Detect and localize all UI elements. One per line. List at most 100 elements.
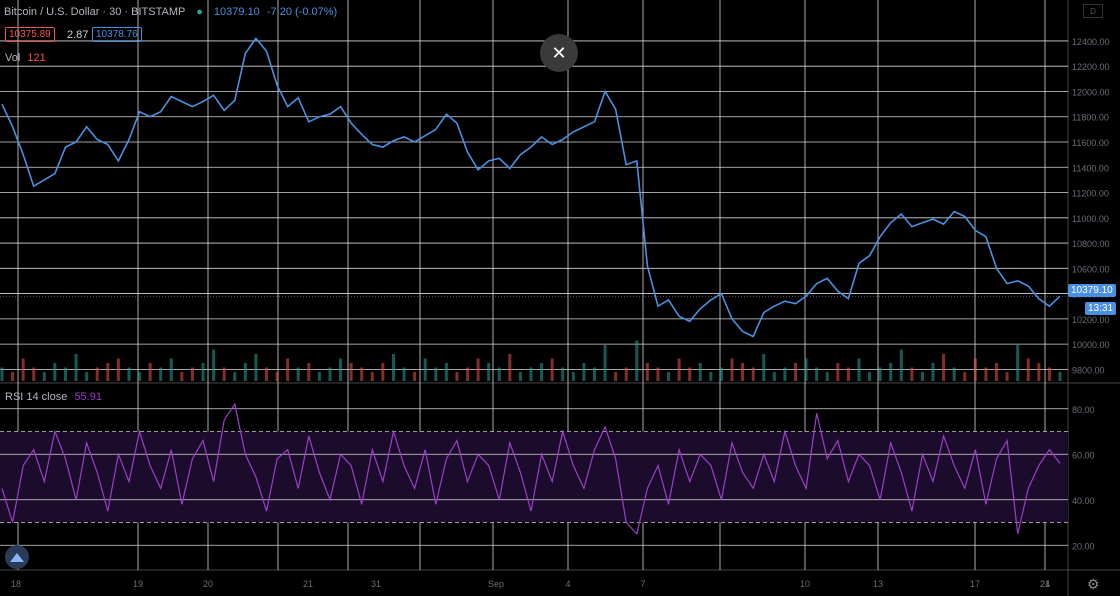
last-price: 10379.10 [213, 6, 260, 18]
price-tick-label-3: 11800.00 [1072, 113, 1109, 123]
volume-bar-24 [254, 354, 258, 381]
volume-bar-17 [180, 372, 184, 381]
ask-badge[interactable]: 10378.76 [92, 27, 142, 42]
volume-bar-73 [772, 372, 776, 381]
price-tick-label-0: 12400.00 [1072, 37, 1110, 47]
gear-icon[interactable]: ⚙ [1087, 576, 1100, 592]
volume-bar-20 [212, 349, 216, 381]
current-price-badge: 10379.10 [1068, 284, 1116, 297]
volume-bar-93 [984, 367, 988, 381]
time-tick-label-9: 13 [873, 579, 883, 589]
volume-bar-18 [190, 367, 194, 381]
volume-bar-53 [561, 367, 565, 381]
volume-bar-32 [339, 358, 343, 381]
volume-bar-83 [878, 367, 882, 381]
volume-bar-23 [243, 363, 247, 381]
volume-bar-25 [265, 367, 268, 381]
volume-bar-22 [233, 372, 237, 381]
symbol-title: Bitcoin / U.S. Dollar · 30 · BITSTAMP ● … [4, 6, 337, 18]
tradingview-logo[interactable] [5, 545, 29, 569]
time-tick-label-2: 20 [203, 579, 213, 589]
volume-bar-58 [614, 372, 618, 381]
volume-bar-48 [508, 354, 512, 381]
volume-bar-13 [138, 372, 142, 381]
volume-bar-46 [487, 363, 491, 381]
countdown-badge: 13:31 [1085, 302, 1117, 315]
price-tick-label-6: 11200.00 [1072, 189, 1109, 199]
rsi-legend: RSI 14 close 55.91 [5, 391, 102, 403]
time-tick-label-4: 31 [371, 579, 381, 589]
volume-bar-9 [95, 367, 99, 381]
volume-bar-79 [836, 363, 840, 381]
rsi-label: RSI 14 close [5, 391, 68, 403]
volume-bar-26 [275, 372, 279, 381]
price-tick-label-11: 10200.00 [1072, 315, 1110, 325]
price-tick-label-12: 10000.00 [1072, 340, 1110, 350]
rsi-tick-label-2: 40.00 [1072, 496, 1095, 506]
volume-bar-50 [529, 367, 533, 381]
volume-bar-10 [106, 363, 110, 381]
volume-bar-2 [21, 358, 25, 381]
volume-bar-69 [730, 358, 734, 381]
close-button[interactable]: ✕ [540, 34, 578, 72]
bid-badge[interactable]: 10375.89 [5, 27, 55, 42]
box-label: D [1090, 6, 1096, 16]
time-tick-label-6: 4 [565, 579, 570, 589]
volume-bar-85 [899, 349, 903, 381]
volume-bar-39 [413, 372, 417, 381]
volume-bar-33 [349, 363, 353, 381]
volume-bar-12 [127, 367, 131, 381]
price-tick-label-7: 11000.00 [1072, 214, 1109, 224]
volume-bar-49 [518, 372, 522, 381]
price-tick-label-13: 9800.00 [1072, 365, 1105, 375]
price-tick-label-5: 11400.00 [1072, 163, 1109, 173]
price-tick-label-9: 10600.00 [1072, 264, 1110, 274]
time-tick-label-8: 10 [800, 579, 810, 589]
time-tick-label-7: 7 [640, 579, 645, 589]
volume-bar-57 [603, 345, 607, 381]
time-tick-label-1: 19 [133, 579, 143, 589]
time-tick-label-12: 24 [1040, 579, 1050, 589]
volume-bar-97 [1026, 358, 1030, 381]
price-tick-label-4: 11600.00 [1072, 138, 1109, 148]
volume-bar-86 [910, 367, 914, 381]
volume-bar-19 [201, 363, 205, 381]
volume-bar-59 [624, 367, 628, 381]
volume-bar-5 [53, 363, 57, 381]
volume-bar-84 [889, 363, 893, 381]
volume-bar-8 [85, 372, 89, 381]
price-tick-label-2: 12000.00 [1072, 87, 1110, 97]
volume-bar-6 [63, 367, 67, 381]
volume-bar-100 [1058, 372, 1062, 381]
volume-bar-1 [11, 372, 15, 381]
volume-bar-75 [794, 363, 797, 381]
volume-bar-65 [688, 367, 692, 381]
volume-bar-66 [698, 363, 702, 381]
price-tick-label-8: 10800.00 [1072, 239, 1110, 249]
volume-bar-78 [825, 372, 829, 381]
volume-bar-98 [1037, 363, 1041, 381]
price-tick-label-1: 12200.00 [1072, 62, 1110, 72]
volume-bar-35 [370, 372, 374, 381]
volume-bar-82 [868, 372, 872, 381]
volume-bar-34 [360, 367, 364, 381]
volume-bar-90 [952, 367, 956, 381]
rsi-series-line [1, 402, 1061, 536]
volume-bar-45 [476, 358, 480, 381]
volume-bar-64 [677, 358, 681, 381]
volume-bar-87 [920, 372, 924, 381]
volume-bar-15 [159, 367, 163, 381]
volume-bar-72 [762, 354, 766, 381]
volume-bar-74 [783, 367, 787, 381]
volume-bar-28 [296, 367, 300, 381]
settings-box[interactable]: D [1083, 4, 1103, 18]
volume-bar-14 [148, 363, 152, 381]
volume-bar-60 [635, 340, 639, 381]
spread-value: 2.87 [67, 29, 89, 41]
volume-bar-29 [307, 363, 311, 381]
volume-bar-38 [402, 367, 406, 381]
volume-bar-47 [497, 367, 501, 381]
time-tick-label-11: 21 [1040, 579, 1050, 589]
price-change: -7.20 (-0.07%) [266, 6, 338, 18]
